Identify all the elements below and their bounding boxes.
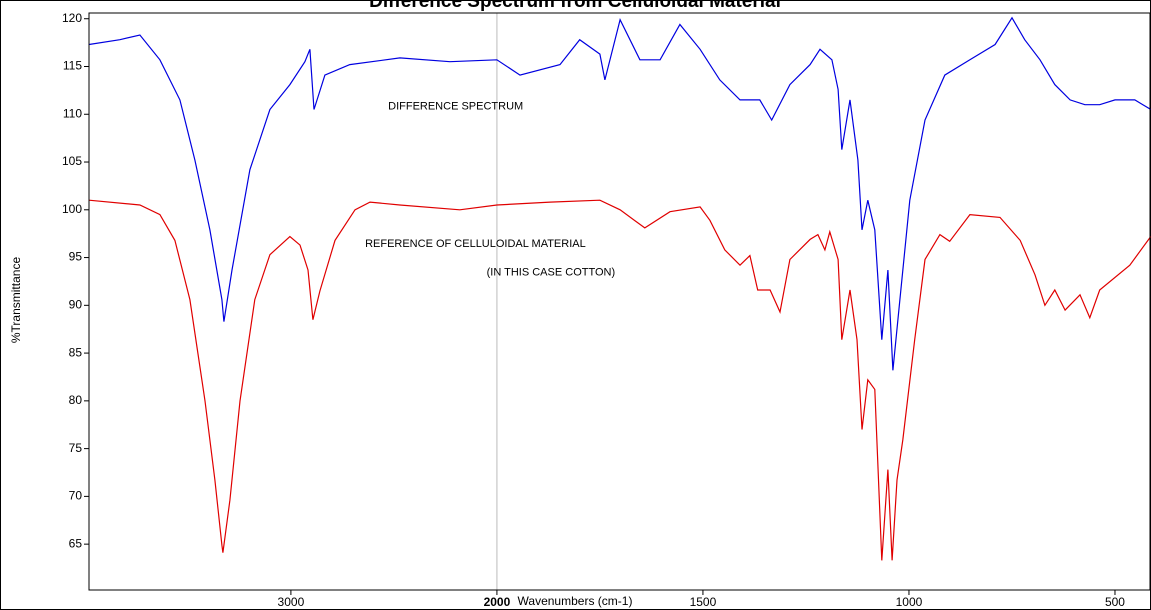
- x-tick-label: 2000: [484, 595, 511, 609]
- y-tick-label: 110: [63, 106, 82, 120]
- y-tick-label: 100: [62, 202, 82, 216]
- x-tick-label: 3000: [278, 595, 305, 609]
- spectrum-line: [88, 16, 1151, 371]
- y-tick-label: 115: [63, 59, 82, 73]
- y-tick-label: 90: [69, 297, 83, 311]
- annotation: (IN THIS CASE COTTON): [487, 267, 616, 279]
- y-tick-label: 65: [69, 536, 83, 550]
- x-axis-label: Wavenumbers (cm-1): [518, 594, 633, 608]
- annotation: DIFFERENCE SPECTRUM: [388, 101, 523, 113]
- x-tick-label: 500: [1105, 595, 1125, 609]
- y-axis-label: %Transmittance: [9, 257, 23, 344]
- annotation: REFERENCE OF CELLULOIDAL MATERIAL: [365, 238, 586, 250]
- y-tick-label: 85: [69, 345, 83, 359]
- x-tick-label: 1500: [690, 595, 717, 609]
- y-tick-label: 70: [69, 489, 83, 503]
- plot-frame: [88, 12, 1151, 591]
- y-tick-label: 120: [62, 11, 82, 25]
- y-tick-label: 95: [69, 250, 83, 264]
- spectrum-line: [88, 199, 1151, 561]
- y-tick-label: 75: [69, 441, 83, 455]
- x-tick-label: 1000: [896, 595, 923, 609]
- y-tick-label: 80: [69, 393, 83, 407]
- y-tick-label: 105: [62, 154, 82, 168]
- chart-title: Difference Spectrum from Celluloidal Mat…: [369, 0, 781, 12]
